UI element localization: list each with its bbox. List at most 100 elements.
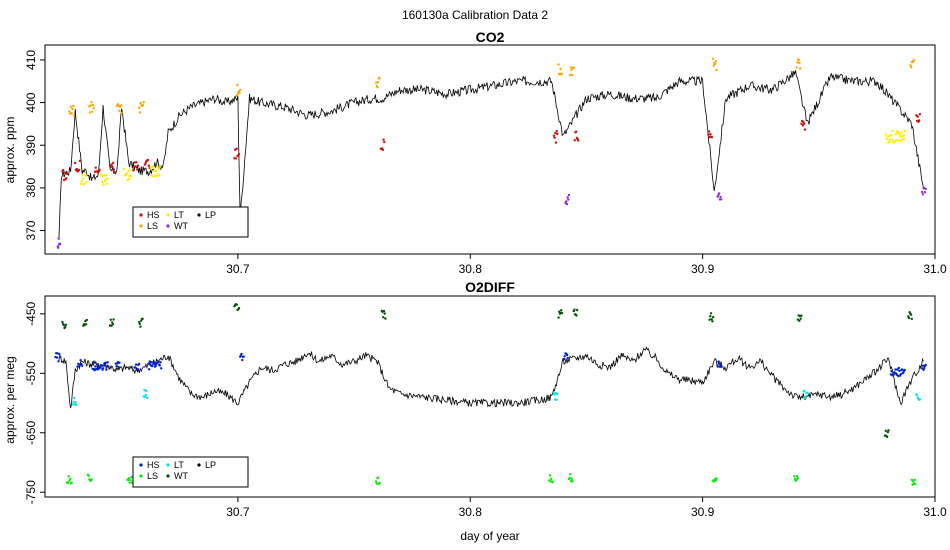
co2-cal-point <box>556 132 559 136</box>
o2diff-legend-label-wt: WT <box>174 471 188 481</box>
co2-cal-point <box>559 67 562 71</box>
o2diff-cal-point <box>143 388 146 392</box>
co2-cal-point <box>374 81 378 85</box>
o2diff-cal-point <box>117 365 120 369</box>
o2diff-cal-point <box>112 318 115 321</box>
co2-legend-label-ls: LS <box>147 221 158 231</box>
o2diff-cal-segment-ls <box>567 473 574 483</box>
co2-legend-label-lt: LT <box>174 210 184 220</box>
co2-cal-segment-wt <box>564 193 571 206</box>
o2diff-cal-point <box>924 363 927 367</box>
co2-cal-point <box>573 139 576 142</box>
o2diff-cal-segment-hs <box>133 362 141 372</box>
o2diff-cal-point <box>129 479 132 482</box>
co2-cal-point <box>134 165 137 168</box>
co2-cal-point <box>102 183 105 186</box>
o2diff-legend-swatch-wt <box>166 474 170 478</box>
o2diff-y-axis-label: approx. per meg <box>3 356 17 443</box>
co2-cal-point <box>554 132 557 135</box>
o2diff-cal-point <box>709 315 712 318</box>
co2-cal-point <box>83 182 86 185</box>
o2diff-cal-segment-wt <box>233 303 241 312</box>
co2-cal-point <box>912 59 916 62</box>
o2diff-legend-swatch-lp <box>197 463 201 467</box>
o2diff-cal-point <box>100 364 104 367</box>
o2diff-cal-segment-wt <box>61 320 68 330</box>
co2-cal-segment-hs <box>132 161 140 172</box>
co2-cal-point <box>918 113 922 116</box>
o2diff-cal-point <box>139 325 142 328</box>
o2diff-cal-point <box>62 323 65 327</box>
co2-cal-point <box>795 66 798 69</box>
o2diff-cal-point <box>111 323 115 326</box>
o2diff-cal-segment-ls <box>374 476 381 485</box>
co2-cal-point <box>128 177 131 181</box>
o2diff-cal-point <box>909 313 913 316</box>
o2diff-cal-point <box>890 370 893 373</box>
o2diff-cal-point <box>903 368 906 372</box>
co2-cal-point <box>894 132 897 136</box>
co2-cal-point <box>717 192 721 195</box>
co2-cal-point <box>236 83 239 87</box>
o2diff-cal-point <box>709 312 713 315</box>
o2diff-cal-point <box>886 430 889 434</box>
co2-cal-point <box>65 172 69 176</box>
co2-cal-point <box>127 170 130 173</box>
o2diff-y-tick-label: -450 <box>24 302 38 326</box>
o2diff-cal-point <box>568 476 571 480</box>
co2-cal-segment-lt <box>122 168 133 182</box>
co2-cal-point <box>136 168 139 171</box>
co2-y-tick-label: 410 <box>24 50 38 70</box>
co2-cal-segment-ls <box>795 58 802 70</box>
o2diff-cal-point <box>915 393 919 397</box>
co2-cal-point <box>88 111 92 114</box>
co2-cal-segment-hs <box>143 158 151 170</box>
co2-x-tick-label: 30.9 <box>691 262 715 276</box>
co2-cal-point <box>715 68 718 72</box>
co2-plot-area: 30.7 30.8 30.9 31.0 370 380 390 400 410 <box>24 44 947 276</box>
o2diff-cal-segment-ls <box>711 477 718 483</box>
o2diff-cal-segment-hs <box>54 352 62 363</box>
o2diff-cal-point <box>377 476 380 479</box>
o2diff-cal-point <box>375 482 378 485</box>
o2diff-cal-segment-hs <box>114 361 121 369</box>
co2-cal-point <box>709 133 712 136</box>
o2diff-cal-point <box>158 364 161 367</box>
o2diff-cal-point <box>149 361 153 364</box>
co2-cal-point <box>91 110 94 113</box>
o2diff-cal-point <box>75 403 78 407</box>
o2diff-cal-point <box>66 481 70 485</box>
co2-cal-point <box>803 128 807 131</box>
co2-cal-point <box>376 86 379 89</box>
co2-cal-point <box>569 73 572 77</box>
co2-cal-segment-ls <box>569 66 575 77</box>
co2-cal-point <box>923 191 927 194</box>
o2diff-cal-segment-lt <box>915 393 922 401</box>
co2-cal-point <box>712 64 715 67</box>
o2diff-cal-point <box>242 355 245 358</box>
co2-cal-point <box>89 104 92 107</box>
co2-cal-point <box>94 166 97 169</box>
co2-cal-point <box>909 64 912 67</box>
o2diff-cal-point <box>887 429 890 432</box>
o2diff-panel-title: O2DIFF <box>465 279 515 295</box>
o2diff-cal-point <box>383 312 386 315</box>
co2-cal-point <box>104 178 107 181</box>
co2-cal-point <box>890 138 894 141</box>
co2-cal-point <box>707 130 711 133</box>
co2-x-tick-label: 31.0 <box>923 262 947 276</box>
co2-cal-point <box>910 66 913 69</box>
co2-cal-point <box>377 80 380 84</box>
o2diff-cal-segment-hs <box>562 352 569 361</box>
o2diff-cal-point <box>716 365 719 368</box>
co2-legend-swatch-lp <box>197 213 201 217</box>
o2diff-cal-point <box>69 477 72 481</box>
o2diff-cal-segment-wt <box>82 318 89 327</box>
co2-cal-point <box>234 157 238 160</box>
co2-legend-label-hs: HS <box>147 210 160 220</box>
co2-cal-point <box>78 159 82 163</box>
co2-cal-point <box>98 168 101 171</box>
co2-cal-point <box>888 140 892 143</box>
co2-cal-point <box>71 107 74 111</box>
o2diff-cal-point <box>898 369 901 373</box>
